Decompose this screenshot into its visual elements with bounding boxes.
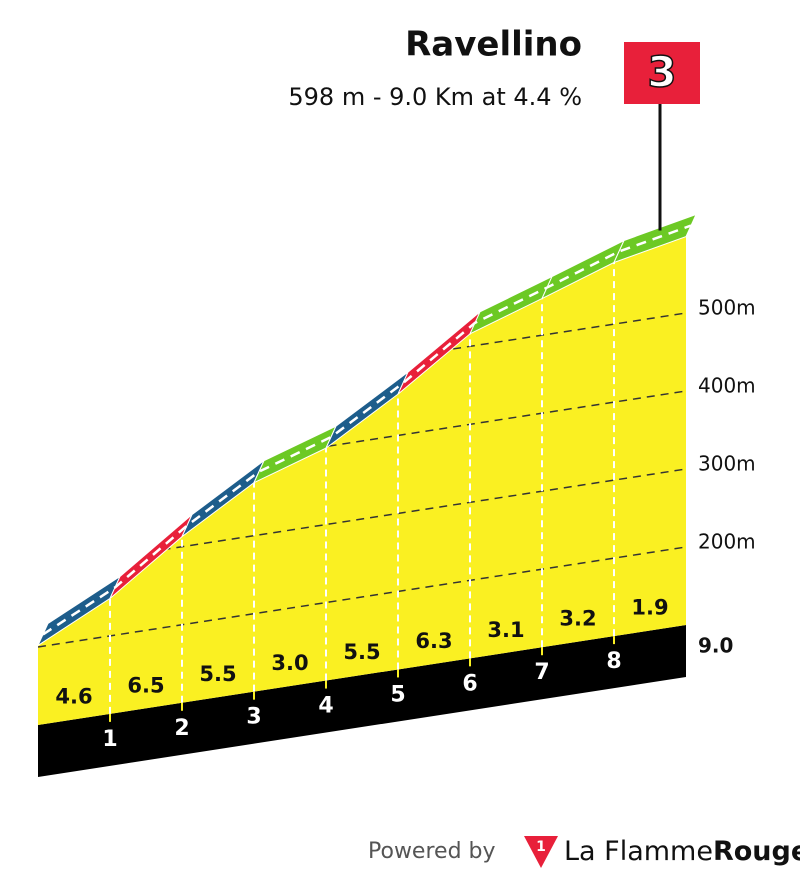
gradient-label: 1.9 bbox=[631, 596, 668, 620]
gradient-label: 4.6 bbox=[55, 684, 92, 708]
logo-icon bbox=[524, 836, 558, 868]
y-tick-label: 500m bbox=[698, 296, 756, 320]
y-tick-label: 400m bbox=[698, 374, 756, 398]
brand-name-bold: Rouge bbox=[713, 836, 800, 867]
x-tick-label: 7 bbox=[534, 660, 549, 685]
grid-line bbox=[38, 468, 686, 570]
x-tick-label: 6 bbox=[462, 671, 477, 696]
flag-category: 3 bbox=[647, 48, 676, 97]
brand-name: La Flamme bbox=[564, 836, 713, 867]
x-tick-label: 2 bbox=[174, 716, 189, 741]
footer: Powered by 1 La FlammeRouge bbox=[368, 836, 800, 868]
logo-text: 1 bbox=[536, 839, 546, 855]
flag bbox=[624, 42, 700, 104]
grid-line bbox=[38, 390, 686, 492]
brand: La FlammeRouge bbox=[564, 836, 800, 867]
x-tick-label: 8 bbox=[606, 649, 621, 674]
y-tick-label: 200m bbox=[698, 530, 756, 554]
powered-by: Powered by bbox=[368, 839, 496, 864]
base-band bbox=[38, 625, 686, 777]
gradient-label: 6.3 bbox=[415, 629, 452, 653]
chart-subtitle: 598 m - 9.0 Km at 4.4 % bbox=[288, 83, 582, 111]
gradient-label: 3.1 bbox=[487, 618, 524, 642]
gradient-label: 5.5 bbox=[199, 662, 236, 686]
x-tick-label: 9.0 bbox=[698, 634, 733, 658]
chart-title: Ravellino bbox=[405, 25, 582, 65]
x-tick-label: 4 bbox=[318, 694, 333, 719]
gradient-label: 3.0 bbox=[271, 651, 308, 675]
profile-face bbox=[38, 236, 686, 725]
gradient-label: 6.5 bbox=[127, 673, 164, 697]
center-line bbox=[42, 224, 692, 636]
y-tick-label: 300m bbox=[698, 452, 756, 476]
gradient-label: 3.2 bbox=[559, 607, 596, 631]
x-tick-label: 3 bbox=[246, 705, 261, 730]
gradient-label: 5.5 bbox=[343, 640, 380, 664]
grid-line bbox=[38, 546, 686, 648]
x-tick-label: 5 bbox=[390, 682, 405, 707]
x-tick-label: 1 bbox=[102, 727, 117, 752]
